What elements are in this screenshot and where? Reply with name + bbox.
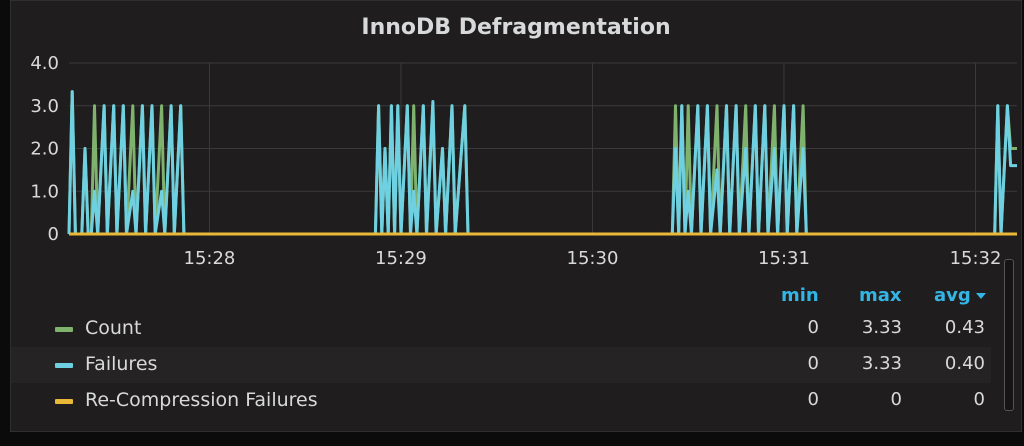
legend-header-avg-label: avg <box>934 285 971 306</box>
panel-title[interactable]: InnoDB Defragmentation <box>361 15 671 40</box>
legend-avg-value: 0.40 <box>944 353 985 374</box>
y-tick-label: 3.0 <box>30 96 59 117</box>
legend-series-name[interactable]: Re-Compression Failures <box>85 389 318 411</box>
y-tick-label: 1.0 <box>30 181 59 202</box>
sort-desc-icon <box>975 293 986 299</box>
legend-header-min[interactable]: min <box>781 285 819 306</box>
x-tick-label: 15:29 <box>375 248 427 269</box>
legend-row-failures[interactable]: Failures 0 3.33 0.40 <box>11 347 991 383</box>
legend-max-value: 3.33 <box>861 353 902 374</box>
legend-series-name[interactable]: Count <box>85 317 142 339</box>
legend-avg-value: 0.43 <box>944 317 985 338</box>
legend-header-max[interactable]: max <box>859 285 902 306</box>
series-color-swatch[interactable] <box>55 327 73 332</box>
series-line-count <box>67 90 1017 236</box>
legend-row-recompression-failures[interactable]: Re-Compression Failures 0 0 0 <box>11 383 991 419</box>
legend-max-value: 0 <box>890 389 902 410</box>
x-tick-label: 15:32 <box>950 248 1002 269</box>
legend-min-value: 0 <box>807 317 819 338</box>
y-tick-label: 0 <box>48 224 59 245</box>
series-color-swatch[interactable] <box>55 363 73 368</box>
y-tick-label: 4.0 <box>30 53 59 74</box>
y-tick-label: 2.0 <box>30 139 59 160</box>
legend-scrollbar[interactable] <box>1004 259 1014 411</box>
legend-header-avg[interactable]: avg <box>934 285 986 306</box>
legend-max-value: 3.33 <box>861 317 902 338</box>
line-chart: 0 1.0 2.0 3.0 4.0 15:28 15:29 15:30 15:31 15:32 <box>30 53 1017 269</box>
graph-panel: InnoDB Defragmentation 0 1.0 2.0 3.0 4.0 15:2… <box>10 0 1022 432</box>
x-tick-label: 15:30 <box>567 248 619 269</box>
legend-avg-value: 0 <box>973 389 985 410</box>
legend-row-count[interactable]: Count 0 3.33 0.43 <box>11 311 991 347</box>
series-color-swatch[interactable] <box>55 399 73 404</box>
legend-min-value: 0 <box>807 389 819 410</box>
x-tick-label: 15:28 <box>184 248 236 269</box>
legend-series-name[interactable]: Failures <box>85 353 158 375</box>
series-line-failures <box>67 90 1017 236</box>
legend-min-value: 0 <box>807 353 819 374</box>
x-tick-label: 15:31 <box>758 248 810 269</box>
